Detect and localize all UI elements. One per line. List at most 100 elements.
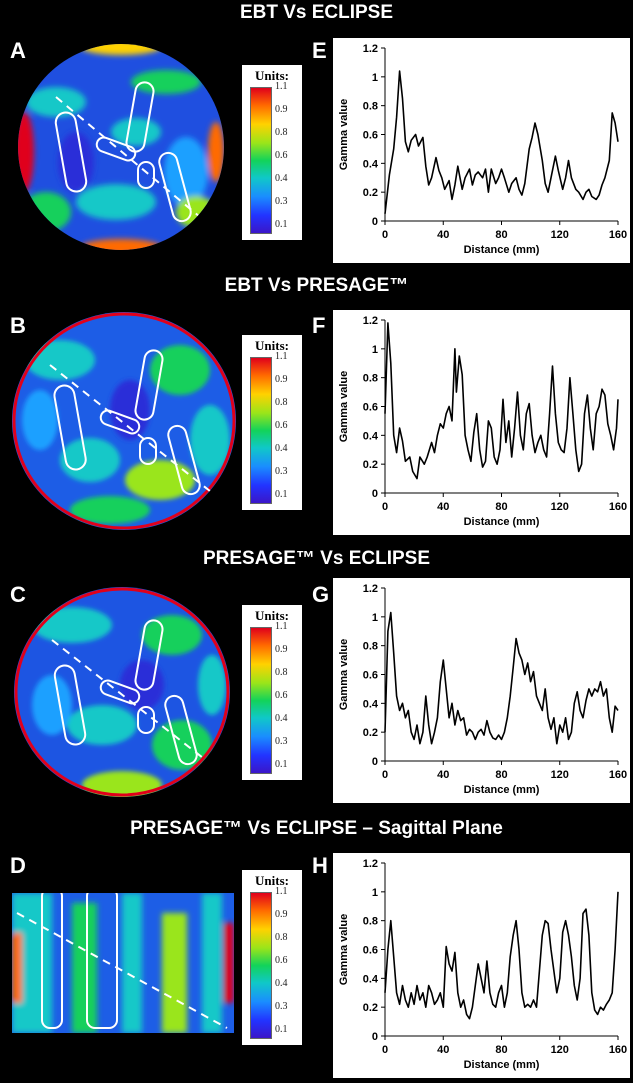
y-axis-label: Gamma value (338, 99, 350, 171)
y-tick-label: 0.4 (363, 158, 379, 170)
legend-tick: 1.1 (275, 621, 288, 632)
gamma-map-c (14, 587, 230, 797)
legend-tick: 0.4 (275, 978, 288, 989)
panel-letter-a: A (10, 38, 26, 63)
y-tick-label: 0.4 (363, 973, 379, 985)
legend-tick: 0.1 (275, 1024, 288, 1035)
panel-letter-d: D (10, 853, 26, 878)
gamma-chart-g: 0 0.2 0.4 0.6 0.8 1 1.2 0 40 80 120 160 Distance (mm… (338, 583, 627, 796)
x-tick-label: 40 (437, 769, 449, 781)
legend-tick: 0.4 (275, 713, 288, 724)
y-tick-label: 1.2 (363, 315, 378, 327)
gamma-chart-e: 0 0.2 0.4 0.6 0.8 1 1.2 0 40 80 120 160 Distance (mm… (338, 43, 627, 256)
title-ebt-vs-eclipse: EBT Vs ECLIPSE (239, 2, 394, 23)
gamma-series-line (384, 891, 619, 1020)
panel-letter-e: E (312, 38, 327, 63)
x-tick-label: 0 (382, 769, 388, 781)
units-legend-d: Units: 1.1 0.9 0.8 0.6 0.4 0.3 0.1 (242, 870, 302, 1045)
legend-tick: 0.3 (275, 466, 288, 477)
legend-tick: 0.3 (275, 1001, 288, 1012)
legend-tick: 0.4 (275, 173, 288, 184)
x-axis-label: Distance (mm) (464, 784, 540, 796)
legend-tick: 0.6 (275, 690, 288, 701)
legend-tick: 0.8 (275, 932, 288, 943)
gamma-series-line (384, 70, 619, 214)
y-tick-label: 1.2 (363, 583, 378, 595)
legend-tick: 0.3 (275, 736, 288, 747)
x-tick-label: 40 (437, 229, 449, 241)
y-tick-label: 1.2 (363, 858, 378, 870)
y-axis-label: Gamma value (338, 914, 350, 986)
legend-tick: 0.9 (275, 909, 288, 920)
x-tick-label: 80 (495, 1044, 507, 1056)
y-tick-label: 1.2 (363, 43, 378, 55)
y-tick-label: 0.6 (363, 945, 378, 957)
gamma-plot-g: 0 0.2 0.4 0.6 0.8 1 1.2 0 40 80 120 160 Distance (mm… (333, 578, 630, 803)
y-tick-label: 0 (372, 756, 378, 768)
legend-tick: 0.4 (275, 443, 288, 454)
legend-tick: 1.1 (275, 81, 288, 92)
y-tick-label: 0.8 (363, 101, 378, 113)
legend-title: Units: (255, 338, 289, 353)
y-tick-label: 0.2 (363, 459, 378, 471)
legend-tick: 0.6 (275, 150, 288, 161)
legend-tick: 0.9 (275, 374, 288, 385)
panel-letter-f: F (312, 313, 326, 338)
x-tick-label: 120 (551, 769, 569, 781)
legend-tick: 1.1 (275, 351, 288, 362)
title-ebt-vs-presage: EBT Vs PRESAGE™ (224, 275, 409, 296)
x-tick-label: 120 (551, 229, 569, 241)
legend-tick: 0.1 (275, 489, 288, 500)
gamma-map-a (18, 44, 224, 250)
y-tick-label: 0 (372, 488, 378, 500)
y-tick-label: 0.6 (363, 130, 378, 142)
x-tick-label: 40 (437, 1044, 449, 1056)
x-tick-label: 160 (609, 501, 627, 513)
gamma-chart-f: 0 0.2 0.4 0.6 0.8 1 1.2 0 40 80 120 160 Distance (mm… (338, 315, 627, 528)
x-tick-label: 0 (382, 501, 388, 513)
x-axis-label: Distance (mm) (464, 244, 540, 256)
y-tick-label: 0.6 (363, 402, 378, 414)
panel-letter-c: C (10, 582, 26, 607)
gamma-series-line (384, 322, 619, 480)
legend-title: Units: (255, 68, 289, 83)
x-tick-label: 120 (551, 1044, 569, 1056)
y-tick-label: 1 (372, 887, 378, 899)
y-tick-label: 0.8 (363, 641, 378, 653)
legend-tick: 0.3 (275, 196, 288, 207)
units-legend-a: Units: 1.1 0.9 0.8 0.6 0.4 0.3 0.1 (242, 65, 302, 240)
y-tick-label: 0.8 (363, 373, 378, 385)
y-tick-label: 0 (372, 216, 378, 228)
x-tick-label: 80 (495, 229, 507, 241)
panel-letter-h: H (312, 853, 328, 878)
x-tick-label: 160 (609, 769, 627, 781)
y-tick-label: 0.2 (363, 187, 378, 199)
units-legend-c: Units: 1.1 0.9 0.8 0.6 0.4 0.3 0.1 (242, 605, 302, 780)
legend-tick: 0.9 (275, 104, 288, 115)
gamma-plot-h: 0 0.2 0.4 0.6 0.8 1 1.2 0 40 80 120 160 Distance (mm… (333, 853, 630, 1078)
legend-tick: 0.8 (275, 397, 288, 408)
colorbar (250, 357, 272, 504)
y-tick-label: 1 (372, 612, 378, 624)
legend-tick: 0.8 (275, 667, 288, 678)
legend-tick: 0.9 (275, 644, 288, 655)
gamma-map-d (12, 893, 234, 1033)
x-tick-label: 120 (551, 501, 569, 513)
panel-letter-g: G (312, 582, 330, 607)
y-axis-label: Gamma value (338, 639, 350, 711)
colorbar (250, 627, 272, 774)
y-tick-label: 1 (372, 344, 378, 356)
legend-title: Units: (255, 873, 289, 888)
x-tick-label: 80 (495, 501, 507, 513)
x-tick-label: 160 (609, 1044, 627, 1056)
legend-tick: 0.6 (275, 420, 288, 431)
x-tick-label: 40 (437, 501, 449, 513)
legend-tick: 0.1 (275, 219, 288, 230)
y-tick-label: 0.2 (363, 727, 378, 739)
x-tick-label: 80 (495, 769, 507, 781)
y-tick-label: 0.4 (363, 430, 379, 442)
gamma-plot-f: 0 0.2 0.4 0.6 0.8 1 1.2 0 40 80 120 160 Distance (mm… (333, 310, 630, 535)
legend-title: Units: (255, 608, 289, 623)
x-axis-label: Distance (mm) (464, 1059, 540, 1071)
gamma-series-line (384, 611, 619, 745)
